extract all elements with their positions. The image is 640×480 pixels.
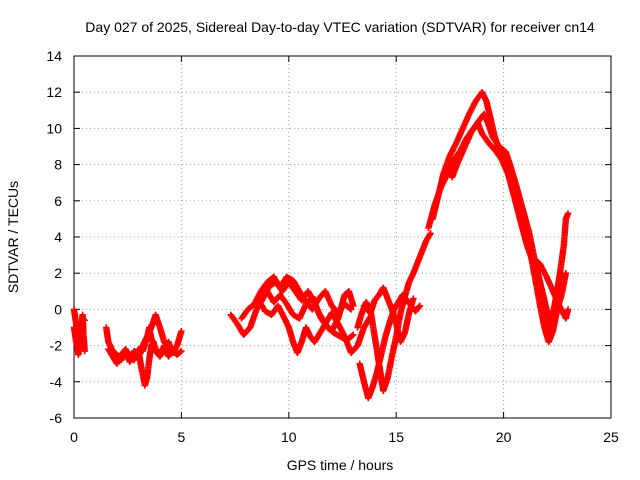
- x-tick-label: 25: [603, 429, 619, 445]
- data-point: [346, 305, 354, 312]
- data-point: [427, 230, 434, 237]
- data-point: [178, 347, 185, 355]
- x-tick-labels: 0 5 10 15 20 25: [70, 429, 619, 445]
- data-point: [169, 346, 177, 353]
- series-t10: [356, 291, 424, 402]
- y-tick-label: 0: [54, 301, 62, 317]
- y-tick-label: 10: [46, 120, 62, 136]
- x-tick-label: 15: [388, 429, 404, 445]
- chart-title: Day 027 of 2025, Sidereal Day-to-day VTE…: [85, 19, 595, 35]
- series-t9: [264, 288, 357, 335]
- series-t12: [360, 284, 417, 346]
- data-point: [178, 327, 185, 335]
- y-tick-label: -4: [50, 374, 63, 390]
- axis-ticks: [73, 55, 612, 419]
- y-tick-label: 4: [54, 229, 62, 245]
- data-point: [350, 302, 357, 309]
- x-tick-label: 10: [281, 429, 297, 445]
- data-point: [348, 332, 356, 339]
- y-tick-label: -2: [50, 338, 63, 354]
- data-point: [564, 210, 572, 217]
- series-t2: [70, 315, 88, 353]
- data-point: [416, 302, 424, 309]
- series-t5: [139, 324, 177, 360]
- data-point: [347, 306, 355, 313]
- data-point: [81, 317, 88, 324]
- y-tick-label: 2: [54, 265, 62, 281]
- y-axis-label: SDTVAR / TECUs: [5, 181, 21, 293]
- data-point: [177, 348, 184, 356]
- y-tick-labels: -6 -4 -2 0 2 4 6 8 10 12 14: [46, 48, 62, 426]
- x-tick-label: 5: [178, 429, 186, 445]
- data-point: [410, 295, 417, 302]
- data-point: [551, 315, 559, 322]
- y-tick-label: 8: [54, 157, 62, 173]
- data-point: [415, 303, 423, 311]
- series-t16: [530, 255, 572, 322]
- y-tick-label: -6: [50, 410, 63, 426]
- y-tick-label: 14: [46, 48, 62, 64]
- data-point: [564, 306, 572, 313]
- series-t14: [425, 110, 572, 328]
- y-tick-label: 6: [54, 193, 62, 209]
- series-t15: [448, 119, 559, 340]
- data-point: [562, 270, 570, 277]
- x-tick-label: 0: [70, 429, 78, 445]
- x-axis-label: GPS time / hours: [287, 457, 394, 473]
- data-point: [350, 331, 357, 338]
- y-tick-label: 12: [46, 84, 62, 100]
- series-t11: [354, 230, 434, 395]
- data-point: [81, 347, 88, 355]
- data-point: [80, 316, 87, 323]
- x-tick-label: 20: [496, 429, 512, 445]
- data-marks: [70, 89, 572, 402]
